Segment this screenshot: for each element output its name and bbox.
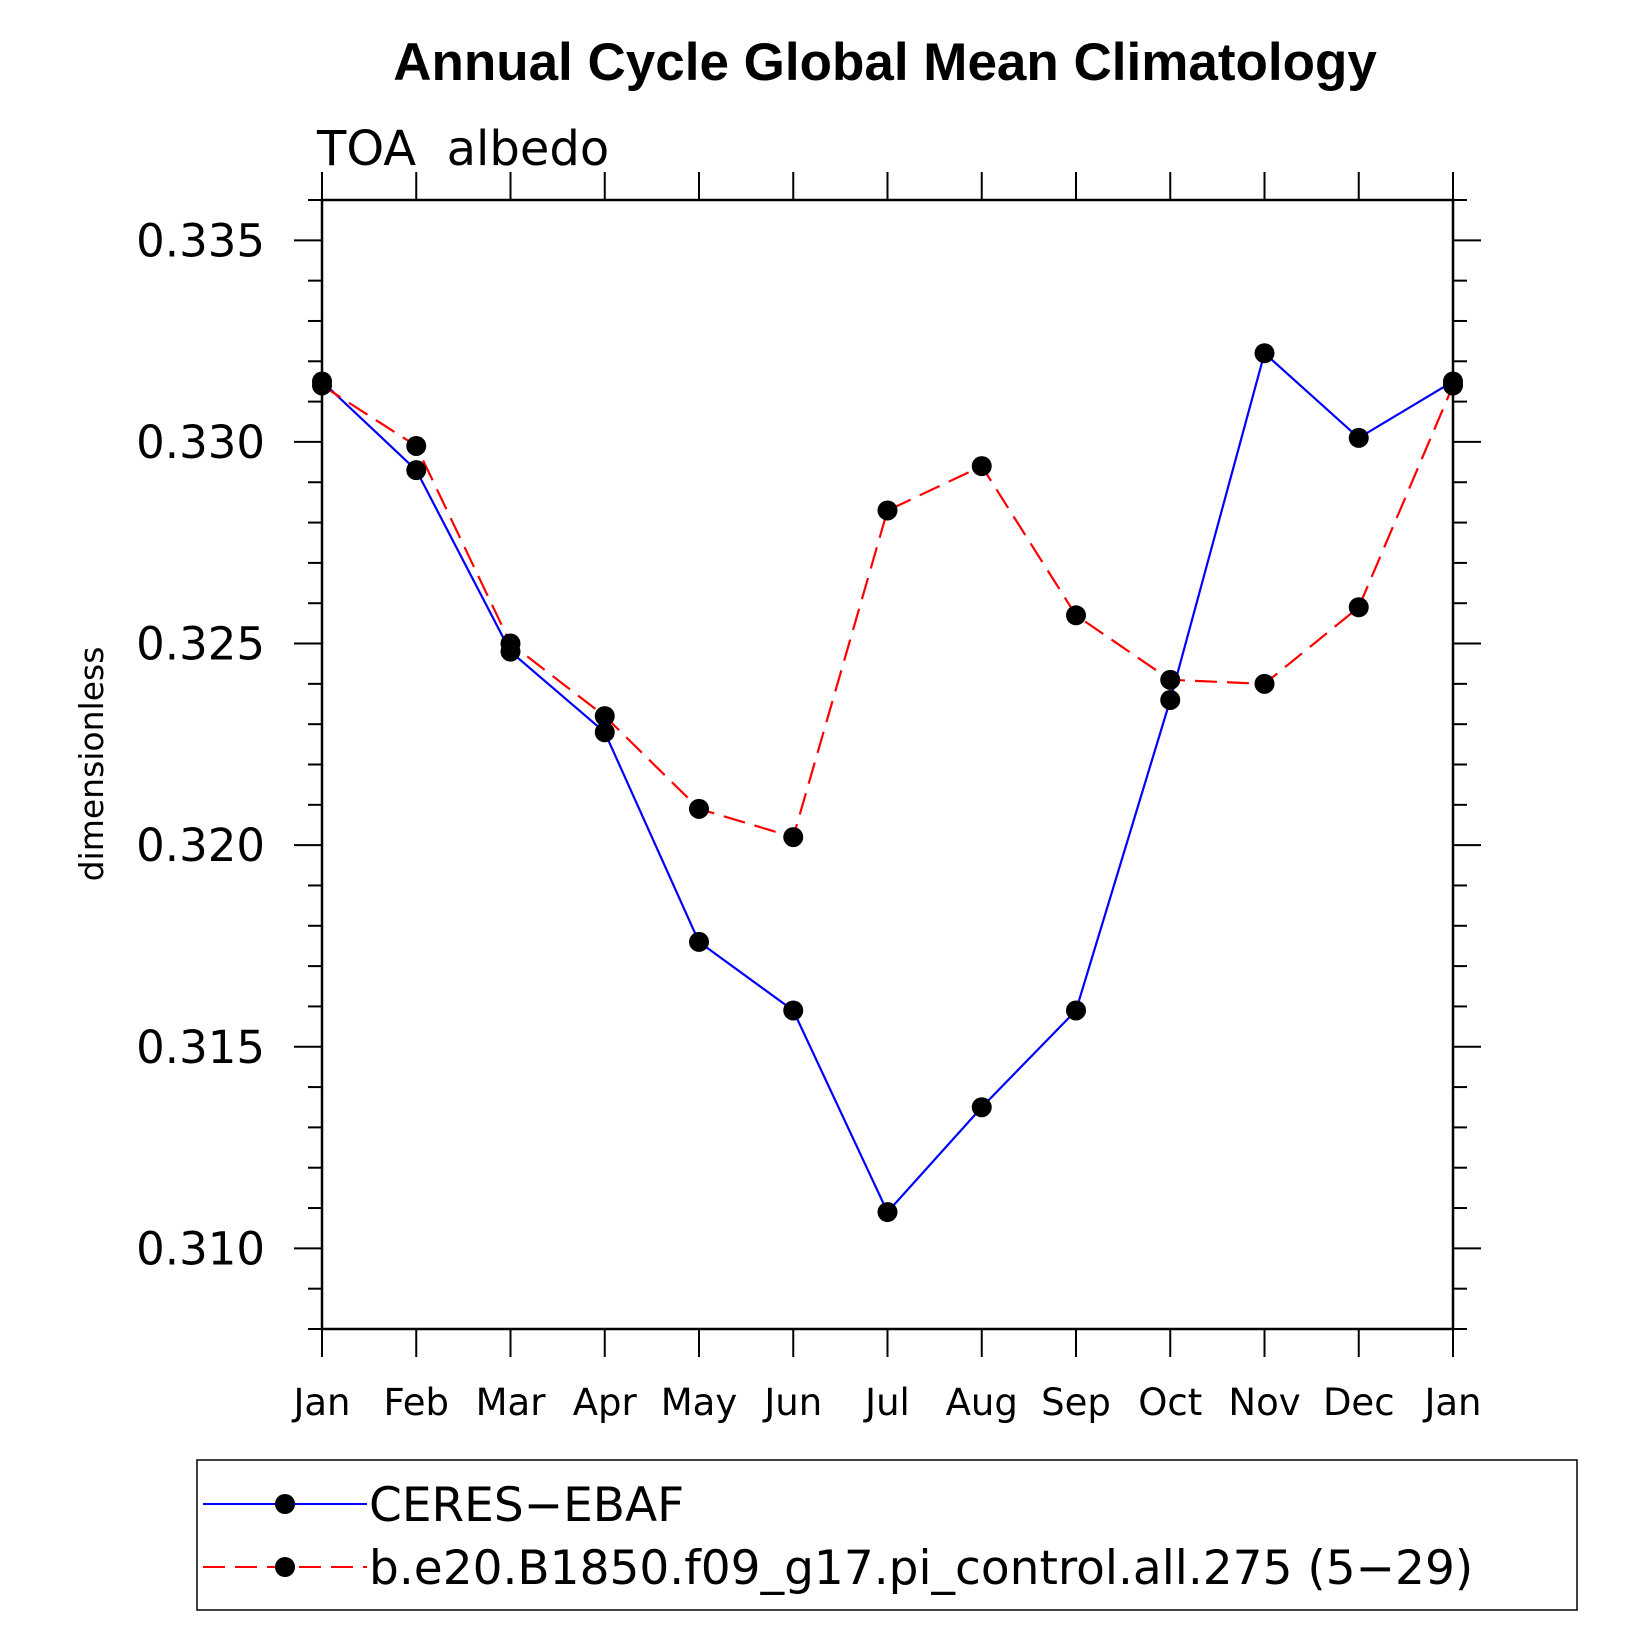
x-tick-label: Aug — [946, 1381, 1018, 1424]
x-tick-label: Jan — [1422, 1381, 1481, 1424]
y-tick-label: 0.315 — [136, 1021, 265, 1074]
x-tick-label: Dec — [1323, 1381, 1395, 1424]
series-1-point — [1443, 375, 1463, 396]
series-0-point — [594, 722, 615, 743]
x-tick-label: Jan — [291, 1381, 350, 1424]
series-0-point — [1160, 689, 1181, 710]
series-1-point — [1254, 673, 1275, 694]
series-0-point — [406, 460, 427, 481]
series-1-point — [971, 456, 992, 477]
series-1-point — [594, 706, 615, 727]
series-1-point — [877, 500, 898, 521]
chart-title: Annual Cycle Global Mean Climatology — [393, 33, 1377, 92]
x-tick-label: Sep — [1041, 1381, 1111, 1424]
series-0-point — [1348, 427, 1369, 448]
series-0-point — [877, 1202, 898, 1223]
legend: CERES−EBAF b.e20.B1850.f09_g17.pi_contro… — [196, 1459, 1578, 1611]
legend-box — [196, 1459, 1578, 1611]
x-tick-label: Oct — [1138, 1381, 1202, 1424]
series-layer — [312, 343, 1463, 1223]
series-1-point — [312, 375, 332, 396]
series-1-point — [500, 633, 521, 654]
x-tick-label: Nov — [1228, 1381, 1300, 1424]
series-0-point — [689, 931, 709, 952]
y-tick-label: 0.310 — [136, 1222, 265, 1275]
y-tick-label: 0.335 — [136, 214, 265, 267]
x-tick-label: Jun — [762, 1381, 822, 1424]
x-tick-label: Mar — [476, 1381, 547, 1424]
y-tick-label: 0.325 — [136, 618, 265, 671]
series-1-point — [1160, 669, 1181, 690]
y-tick-label: 0.330 — [136, 416, 265, 469]
series-0-point — [1066, 1000, 1086, 1021]
legend-label-ceres: CERES−EBAF — [369, 1478, 684, 1533]
series-0-point — [783, 1000, 804, 1021]
y-axis-label: dimensionless — [72, 647, 111, 882]
x-tick-label: Jul — [863, 1381, 910, 1424]
legend-label-model: b.e20.B1850.f09_g17.pi_control.all.275 (… — [369, 1541, 1473, 1596]
x-tick-label: May — [661, 1381, 738, 1424]
series-1-point — [1066, 605, 1086, 626]
series-0-point — [1254, 343, 1275, 364]
x-tick-label: Feb — [383, 1381, 449, 1424]
legend-marker-ceres — [275, 1494, 295, 1514]
axes-layer: Jan Feb Mar Apr May Jun Jul Aug Sep Oct Nov Dec Jan 0… — [136, 172, 1482, 1424]
legend-marker-model — [275, 1557, 295, 1577]
series-1-point — [406, 435, 427, 456]
y-tick-label: 0.320 — [136, 819, 265, 872]
series-1-point — [1348, 597, 1369, 618]
series-1-point — [783, 827, 804, 848]
chart-subtitle: TOA albedo — [316, 121, 609, 177]
series-1-point — [689, 798, 709, 819]
series-0-point — [971, 1097, 992, 1118]
x-tick-label: Apr — [573, 1381, 638, 1424]
